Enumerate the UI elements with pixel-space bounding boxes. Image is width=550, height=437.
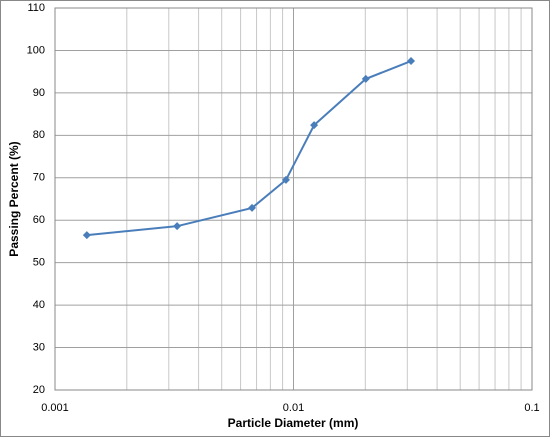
- x-tick-label: 0.1: [524, 402, 539, 414]
- marker: [82, 231, 91, 240]
- y-tick-label: 100: [27, 44, 45, 56]
- x-axis-title: Particle Diameter (mm): [228, 416, 359, 430]
- plot-frame: [54, 7, 533, 391]
- x-tick-label: 0.001: [41, 402, 69, 414]
- y-axis-title: Passing Percent (%): [7, 141, 21, 256]
- y-tick-label: 20: [33, 384, 45, 396]
- marker: [361, 74, 370, 83]
- marker: [248, 203, 257, 212]
- y-tick-label: 80: [33, 129, 45, 141]
- y-tick-label: 40: [33, 299, 45, 311]
- x-tick-label: 0.01: [283, 402, 304, 414]
- y-tick-label: 110: [27, 2, 45, 14]
- y-tick-label: 90: [33, 87, 45, 99]
- y-tick-label: 30: [33, 341, 45, 353]
- marker: [173, 222, 182, 231]
- y-tick-label: 50: [33, 257, 45, 269]
- y-tick-label: 70: [33, 172, 45, 184]
- marker: [407, 57, 416, 66]
- marker: [310, 121, 319, 130]
- marker: [281, 175, 290, 184]
- y-tick-label: 60: [33, 214, 45, 226]
